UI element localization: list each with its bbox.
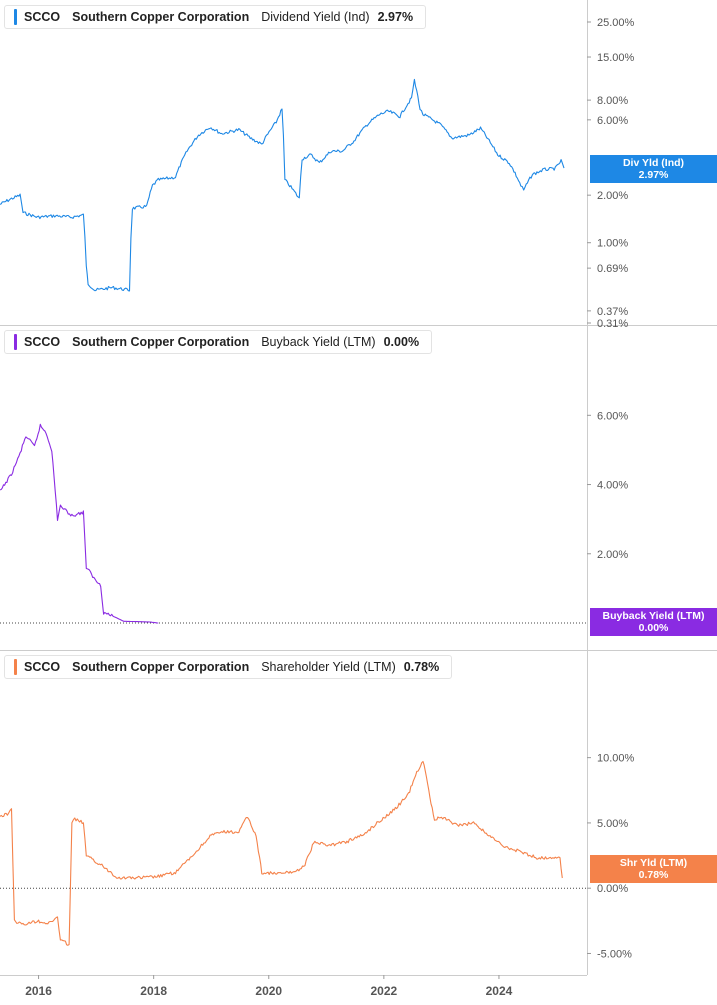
x-tick-label: 2016 xyxy=(25,984,52,998)
y-tick-label: 0.37% xyxy=(597,306,628,318)
series-line-dividend xyxy=(0,78,565,292)
y-tick-label: 0.31% xyxy=(597,318,628,330)
badge-label: Buyback Yield (LTM) xyxy=(602,610,705,622)
y-tick-label: 1.00% xyxy=(597,238,628,250)
badge-value: 2.97% xyxy=(638,169,669,181)
y-tick-label: 2.00% xyxy=(597,190,628,202)
legend-company: Southern Copper Corporation xyxy=(72,660,250,674)
grid-layer xyxy=(0,0,717,976)
series-line-buyback xyxy=(0,423,159,624)
x-axis: 2016 2018 2020 2022 2024 xyxy=(25,975,513,998)
x-tick-label: 2024 xyxy=(486,984,513,998)
legend-metric: Buyback Yield (LTM) xyxy=(261,335,376,349)
y-tick-label: 0.00% xyxy=(597,883,628,895)
legend-swatch-dividend xyxy=(14,9,17,25)
badge-value: 0.00% xyxy=(638,622,669,634)
badge-value: 0.78% xyxy=(638,869,669,881)
y-tick-label: 4.00% xyxy=(597,480,628,492)
series-line-shareholder xyxy=(0,760,563,946)
legend-swatch-buyback xyxy=(14,334,17,350)
y-tick-label: 5.00% xyxy=(597,818,628,830)
legend-company: Southern Copper Corporation xyxy=(72,10,250,24)
x-tick-label: 2020 xyxy=(255,984,282,998)
legend-ticker: SCCO xyxy=(24,660,61,674)
y-tick-label: 25.00% xyxy=(597,17,635,29)
x-tick-label: 2018 xyxy=(140,984,167,998)
x-tick-label: 2022 xyxy=(371,984,398,998)
legend-dividend-yield[interactable]: SCCO Southern Copper Corporation Dividen… xyxy=(4,5,427,29)
series-layer xyxy=(0,78,565,946)
y-tick-label: 8.00% xyxy=(597,95,628,107)
badge-label: Shr Yld (LTM) xyxy=(619,857,688,869)
legend-value: 2.97% xyxy=(377,10,414,24)
legend-shareholder-yield[interactable]: SCCO Southern Copper Corporation Shareho… xyxy=(4,655,453,679)
badge-dividend-yield: Div Yld (Ind) 2.97% xyxy=(590,155,717,183)
badge-shareholder-yield: Shr Yld (LTM) 0.78% xyxy=(590,855,717,883)
badge-label: Div Yld (Ind) xyxy=(622,157,685,169)
legend-company: Southern Copper Corporation xyxy=(72,335,250,349)
legend-buyback-yield[interactable]: SCCO Southern Copper Corporation Buyback… xyxy=(4,330,433,354)
y-tick-label: 15.00% xyxy=(597,52,635,64)
y-tick-label: 6.00% xyxy=(597,410,628,422)
legend-value: 0.78% xyxy=(403,660,440,674)
badge-buyback-yield: Buyback Yield (LTM) 0.00% xyxy=(590,608,717,636)
legend-ticker: SCCO xyxy=(24,335,61,349)
y-tick-label: 10.00% xyxy=(597,753,635,765)
y-tick-label: 0.69% xyxy=(597,263,628,275)
y-tick-label: 2.00% xyxy=(597,549,628,561)
y-tick-label: 6.00% xyxy=(597,115,628,127)
legend-value: 0.00% xyxy=(383,335,420,349)
legend-metric: Dividend Yield (Ind) xyxy=(261,10,370,24)
legend-ticker: SCCO xyxy=(24,10,61,24)
y-tick-layer: 25.00% 15.00% 8.00% 6.00% 2.00% 1.00% 0.69% 0.3… xyxy=(587,17,635,960)
legend-swatch-shareholder xyxy=(14,659,17,675)
y-tick-label: -5.00% xyxy=(597,948,632,960)
legend-metric: Shareholder Yield (LTM) xyxy=(261,660,396,674)
